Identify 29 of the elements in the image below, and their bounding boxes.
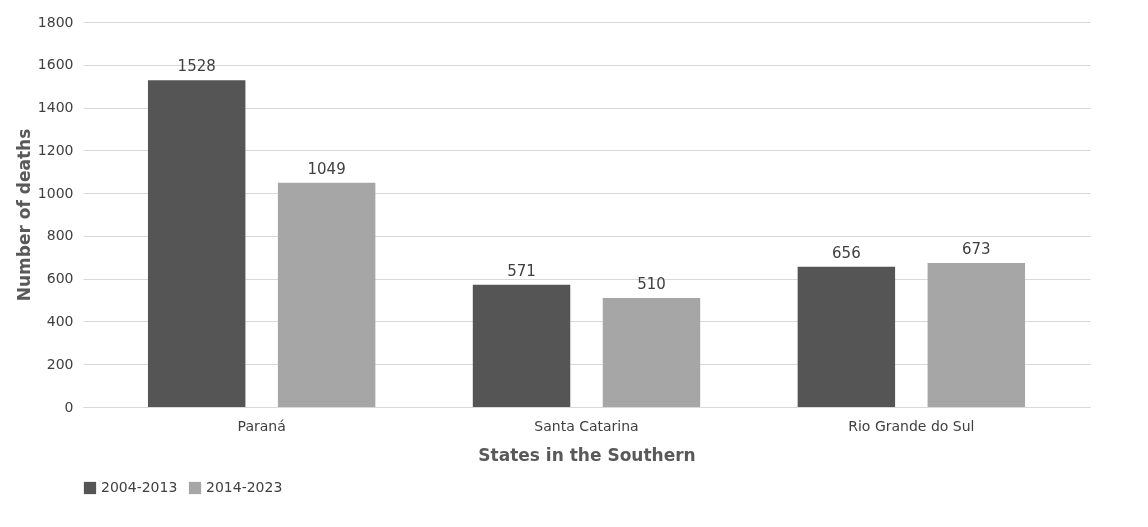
x-tick-label: Rio Grande do Sul	[848, 417, 975, 434]
y-tick-label: 1000	[37, 184, 74, 201]
y-tick-label: 400	[46, 312, 74, 329]
bar	[472, 284, 571, 407]
data-label: 510	[637, 274, 666, 293]
legend-label: 2014-2023	[206, 479, 283, 495]
data-label: 673	[961, 240, 991, 259]
x-tick-label: Santa Catarina	[534, 417, 639, 434]
y-axis-title: Number of deaths	[13, 128, 34, 302]
legend-label: 2004-2013	[101, 479, 178, 495]
y-tick-label: 1800	[37, 13, 74, 30]
bar	[277, 182, 376, 407]
bar	[927, 263, 1026, 407]
bar	[797, 266, 896, 407]
y-tick-label: 1600	[37, 56, 74, 73]
x-axis-title: States in the Southern	[478, 444, 696, 465]
data-label: 1049	[307, 159, 346, 178]
y-tick-label: 200	[46, 355, 74, 372]
y-tick-label: 600	[46, 270, 74, 287]
y-tick-label: 0	[64, 398, 74, 415]
y-tick-label: 1200	[37, 141, 74, 158]
data-label: 656	[832, 243, 861, 262]
data-label: 1528	[177, 57, 216, 76]
y-tick-label: 800	[46, 227, 74, 244]
data-label: 571	[507, 261, 536, 280]
bar	[147, 80, 246, 407]
bar	[602, 297, 701, 407]
y-tick-label: 1400	[37, 99, 74, 116]
x-tick-label: Paraná	[237, 417, 286, 434]
